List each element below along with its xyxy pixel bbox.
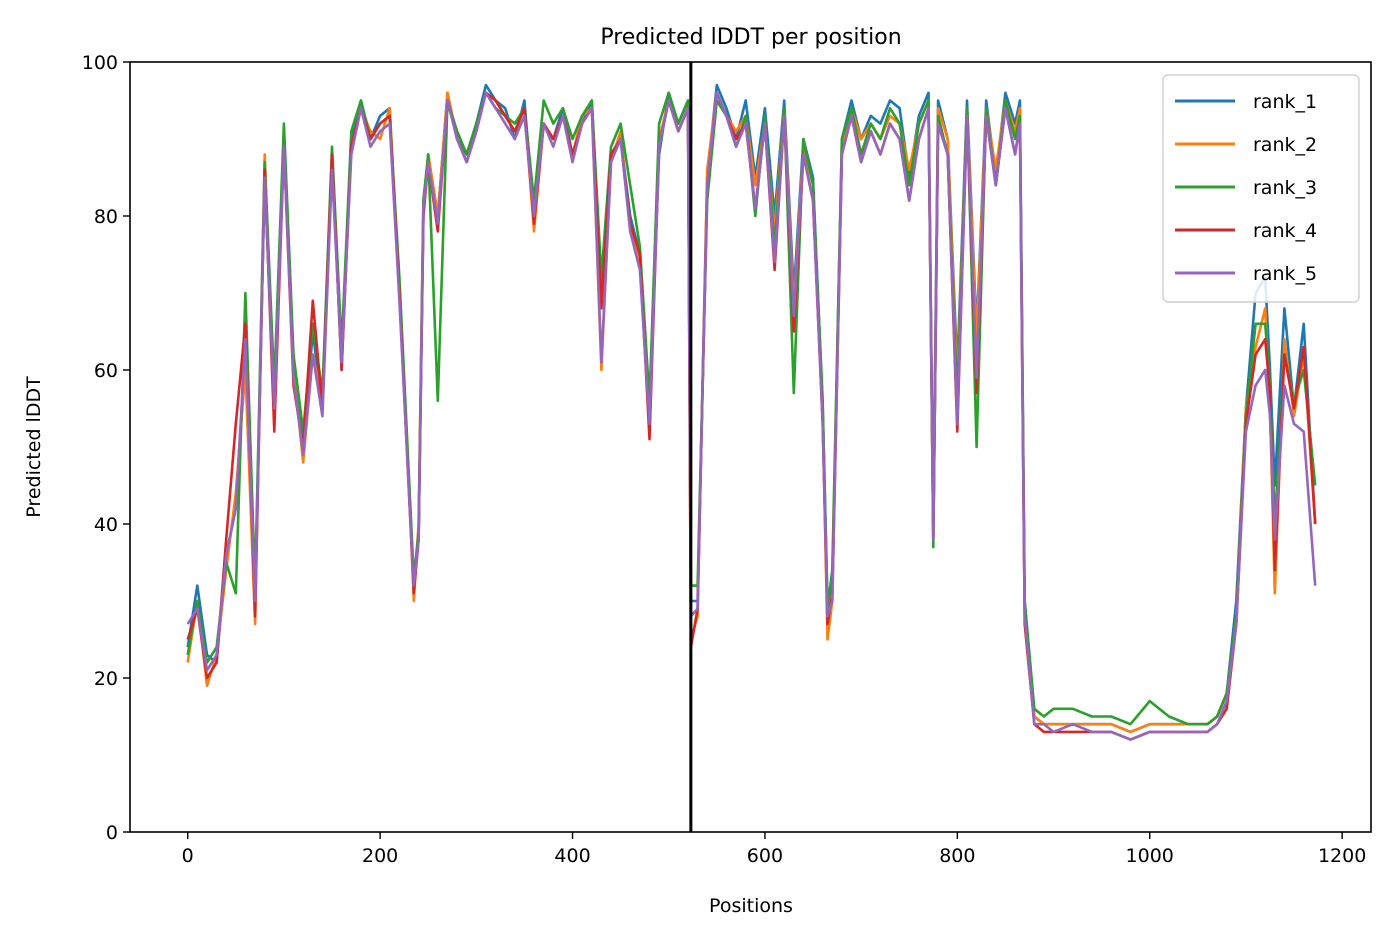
legend-label-rank_3: rank_3 bbox=[1253, 177, 1317, 199]
x-tick-label: 600 bbox=[747, 845, 783, 867]
y-tick-label: 100 bbox=[82, 52, 118, 74]
legend-label-rank_4: rank_4 bbox=[1253, 220, 1317, 242]
legend-label-rank_5: rank_5 bbox=[1253, 263, 1317, 285]
legend-label-rank_1: rank_1 bbox=[1253, 91, 1317, 113]
y-tick-label: 20 bbox=[94, 668, 118, 690]
x-axis: 0 200 400 600 800 1000 1200 bbox=[182, 832, 1366, 867]
plot-frame bbox=[129, 61, 1372, 833]
x-tick-label: 800 bbox=[939, 845, 975, 867]
y-axis: 0 20 40 60 80 100 bbox=[82, 52, 130, 844]
x-tick-label: 1000 bbox=[1126, 845, 1174, 867]
series-layer bbox=[186, 83, 1317, 741]
y-tick-label: 60 bbox=[94, 360, 118, 382]
x-tick-label: 400 bbox=[554, 845, 590, 867]
y-tick-label: 0 bbox=[106, 822, 118, 844]
legend-box bbox=[1162, 74, 1360, 303]
x-axis-label: Positions bbox=[709, 895, 793, 917]
series-line-rank_5 bbox=[186, 91, 1317, 741]
chart-title: Predicted lDDT per position bbox=[600, 25, 901, 50]
legend: rank_1 rank_2 rank_3 rank_4 rank_5 bbox=[1162, 74, 1360, 303]
x-tick-label: 0 bbox=[182, 845, 194, 867]
y-tick-label: 80 bbox=[94, 206, 118, 228]
y-axis-label: Predicted lDDT bbox=[23, 376, 45, 518]
legend-label-rank_2: rank_2 bbox=[1253, 134, 1317, 156]
x-tick-label: 1200 bbox=[1318, 845, 1366, 867]
y-tick-label: 40 bbox=[94, 514, 118, 536]
x-tick-label: 200 bbox=[362, 845, 398, 867]
plot-area bbox=[129, 61, 1372, 833]
